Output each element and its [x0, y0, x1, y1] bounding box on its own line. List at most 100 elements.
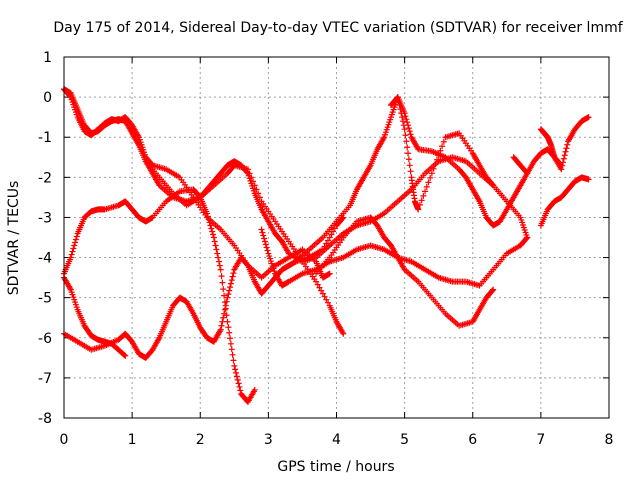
- data-point: [415, 206, 422, 213]
- x-tick-label: 3: [264, 432, 273, 448]
- data-point: [72, 239, 79, 246]
- data-point: [204, 213, 211, 220]
- data-point: [219, 279, 226, 286]
- series-13: [537, 126, 565, 169]
- data-point: [259, 229, 266, 236]
- data-point: [223, 298, 230, 305]
- data-point: [557, 161, 564, 168]
- data-point: [221, 292, 228, 299]
- data-point: [67, 254, 74, 261]
- data-point: [232, 366, 239, 373]
- data-point: [314, 281, 321, 288]
- data-point: [402, 132, 409, 139]
- data-point: [326, 270, 333, 277]
- data-point: [264, 247, 271, 254]
- data-point: [70, 245, 77, 252]
- data-point: [440, 138, 447, 145]
- data-point: [433, 156, 440, 163]
- data-point: [324, 237, 331, 244]
- series-1: [61, 86, 333, 281]
- data-point: [423, 183, 430, 190]
- x-axis-ticks: 0 1 2 3 4 5 6 7 8: [60, 57, 614, 448]
- data-point: [228, 277, 235, 284]
- data-point: [418, 197, 425, 204]
- data-point: [210, 231, 217, 238]
- data-point: [394, 94, 401, 101]
- data-point: [215, 258, 222, 265]
- data-point: [237, 387, 244, 394]
- data-point: [340, 330, 347, 337]
- data-point: [229, 351, 236, 358]
- data-point: [396, 102, 403, 109]
- series-4: [61, 274, 129, 359]
- data-point: [261, 235, 268, 242]
- y-axis-ticks: -8 -7 -6 -5 -4 -3 -2 -1 0 1: [38, 50, 609, 427]
- data-point: [230, 270, 237, 277]
- data-point: [234, 376, 241, 383]
- data-point: [323, 296, 330, 303]
- data-point: [231, 362, 238, 369]
- data-point: [406, 128, 413, 135]
- data-point: [230, 357, 237, 364]
- data-point: [407, 168, 414, 175]
- data-point: [323, 240, 330, 247]
- data-point: [560, 155, 567, 162]
- data-point: [316, 284, 323, 291]
- data-point: [401, 126, 408, 133]
- data-point: [437, 147, 444, 154]
- data-point: [313, 278, 320, 285]
- y-tick-label: -4: [38, 251, 52, 267]
- data-point: [563, 145, 570, 152]
- x-tick-label: 4: [332, 432, 341, 448]
- data-point: [416, 201, 423, 208]
- data-points: [61, 86, 592, 405]
- data-point: [216, 262, 223, 269]
- data-point: [227, 280, 234, 287]
- data-point: [523, 235, 530, 242]
- data-point: [399, 118, 406, 125]
- x-tick-label: 0: [60, 432, 69, 448]
- data-point: [420, 192, 427, 199]
- data-point: [425, 179, 432, 186]
- data-point: [326, 234, 333, 241]
- data-point: [214, 250, 221, 257]
- data-point: [402, 113, 409, 120]
- data-point: [404, 144, 411, 151]
- data-point: [218, 322, 225, 329]
- data-point: [208, 225, 215, 232]
- x-tick-label: 8: [605, 432, 614, 448]
- data-point: [400, 122, 407, 129]
- data-point: [397, 106, 404, 113]
- data-point: [405, 156, 412, 163]
- data-point: [490, 182, 497, 189]
- data-point: [403, 116, 410, 123]
- data-point: [331, 225, 338, 232]
- x-tick-label: 2: [196, 432, 205, 448]
- data-point: [261, 238, 268, 245]
- data-point: [205, 216, 212, 223]
- data-point: [219, 318, 226, 325]
- data-point: [490, 286, 497, 293]
- data-point: [393, 95, 400, 102]
- series-7: [258, 226, 531, 289]
- data-point: [427, 174, 434, 181]
- data-point: [217, 326, 224, 333]
- data-point: [399, 114, 406, 121]
- data-point: [489, 181, 496, 188]
- data-point: [215, 254, 222, 261]
- data-point: [218, 273, 225, 280]
- data-point: [68, 251, 75, 258]
- x-tick-label: 7: [536, 432, 545, 448]
- data-point: [405, 125, 412, 132]
- data-point: [236, 383, 243, 390]
- data-point: [73, 233, 80, 240]
- data-point: [244, 261, 251, 268]
- data-point: [227, 284, 234, 291]
- data-point: [403, 138, 410, 145]
- data-point: [395, 98, 402, 105]
- data-point: [233, 373, 240, 380]
- data-point: [432, 161, 439, 168]
- plot-frame: [63, 56, 610, 419]
- data-point: [564, 141, 571, 148]
